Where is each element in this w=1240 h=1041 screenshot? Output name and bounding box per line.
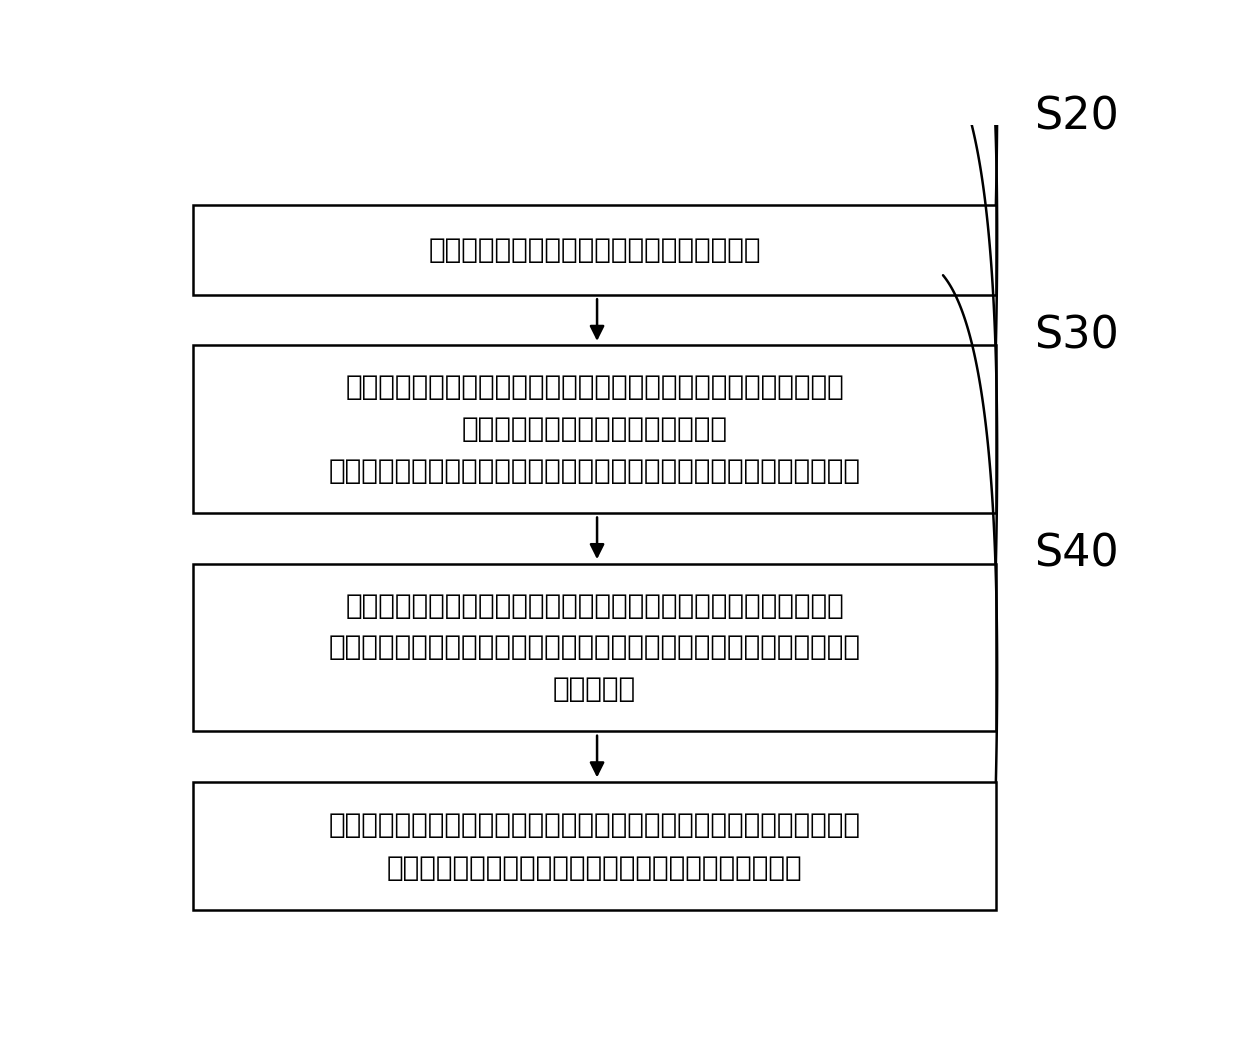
Text: 学物后培养预定时间，测定能够反映: 学物后培养预定时间，测定能够反映 [461, 415, 728, 443]
Text: 提供接种在体外培养容器中的人食管上皮细胞: 提供接种在体外培养容器中的人食管上皮细胞 [428, 236, 761, 264]
Text: S30: S30 [1034, 314, 1120, 357]
Bar [193, 205, 996, 295]
Text: 癌测定浓度: 癌测定浓度 [553, 676, 636, 704]
Text: S20: S20 [1034, 96, 1120, 138]
Text: 对所述人食管上皮细胞分别施加预定浓度范围内的多个浓度的待检化: 对所述人食管上皮细胞分别施加预定浓度范围内的多个浓度的待检化 [345, 374, 844, 401]
Bar [193, 563, 996, 731]
Bar [193, 782, 996, 911]
Text: 所述人食管上皮细胞的细胞活力随所述待检化学物施加浓度的变化的曲线: 所述人食管上皮细胞的细胞活力随所述待检化学物施加浓度的变化的曲线 [329, 457, 861, 485]
Text: 间作为致癌测定浓度区间，选取所述致癌测定浓度区间的多个浓度作为致: 间作为致癌测定浓度区间，选取所述致癌测定浓度区间的多个浓度作为致 [329, 633, 861, 661]
Text: 行所述待检化学物对所述人食管上皮细胞的致癌实验检测: 行所述待检化学物对所述人食管上皮细胞的致癌实验检测 [387, 854, 802, 882]
Bar [193, 346, 996, 513]
Text: S40: S40 [1034, 532, 1118, 576]
Text: 选取所述曲线中的特定细胞活力范围对应的所述待检化学物的浓度区: 选取所述曲线中的特定细胞活力范围对应的所述待检化学物的浓度区 [345, 591, 844, 619]
Text: 对所述人食管上皮细胞分别施加所述致癌测定浓度的所述待检化学物，进: 对所述人食管上皮细胞分别施加所述致癌测定浓度的所述待检化学物，进 [329, 811, 861, 839]
